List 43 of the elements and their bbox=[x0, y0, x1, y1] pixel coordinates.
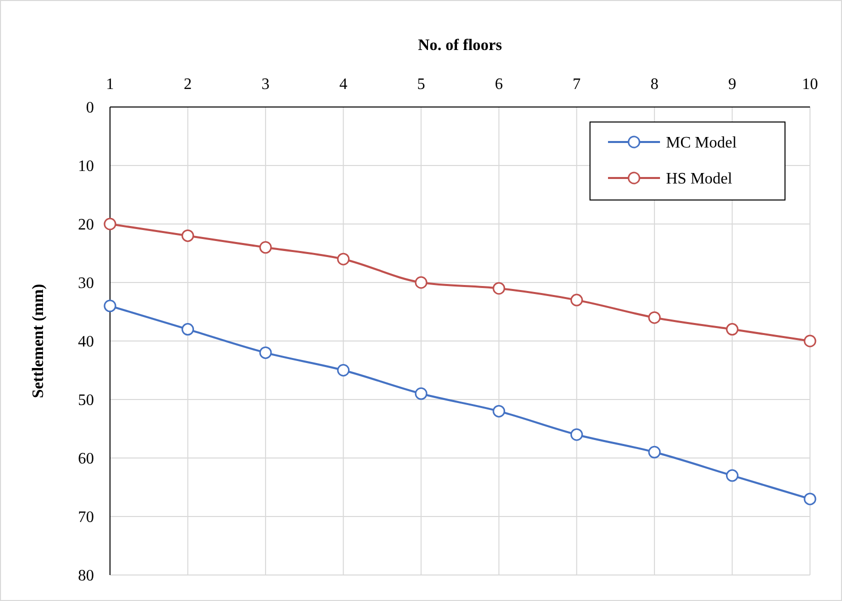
legend-label: HS Model bbox=[666, 170, 733, 188]
point bbox=[337, 252, 350, 266]
point bbox=[182, 229, 194, 242]
legend-label: MC Model bbox=[666, 134, 738, 152]
x-tick-label: 8 bbox=[650, 76, 658, 93]
x-axis-title: No. of floors bbox=[418, 37, 502, 54]
point bbox=[726, 323, 738, 336]
x-tick-label: 9 bbox=[728, 76, 736, 93]
y-tick-label: 20 bbox=[78, 216, 94, 234]
x-tick-label: 5 bbox=[417, 76, 426, 93]
y-tick-label: 0 bbox=[86, 100, 94, 117]
point bbox=[570, 428, 583, 441]
point bbox=[648, 311, 661, 324]
point bbox=[492, 282, 506, 295]
x-tick-label: 6 bbox=[494, 76, 503, 93]
point bbox=[337, 364, 350, 376]
y-tick-label: 60 bbox=[78, 450, 94, 468]
y-tick-label: 10 bbox=[78, 158, 94, 176]
y-tick-label: 50 bbox=[78, 392, 94, 410]
point bbox=[648, 446, 661, 458]
point bbox=[259, 346, 272, 359]
point bbox=[182, 323, 194, 336]
y-axis-title: Settlement (mm) bbox=[30, 284, 47, 398]
x-tick-label: 4 bbox=[339, 76, 348, 93]
x-tick-label: 10 bbox=[802, 76, 818, 93]
point bbox=[259, 241, 272, 254]
y-tick-label: 80 bbox=[78, 568, 94, 585]
point bbox=[414, 387, 428, 400]
point bbox=[804, 334, 816, 348]
y-tick-label: 30 bbox=[78, 275, 94, 292]
point bbox=[570, 294, 583, 306]
y-tick-label: 40 bbox=[78, 334, 94, 351]
point bbox=[492, 404, 506, 418]
point bbox=[104, 300, 116, 312]
x-tick-label: 7 bbox=[572, 76, 581, 93]
point bbox=[804, 492, 816, 506]
y-tick-label: 70 bbox=[78, 509, 94, 526]
x-tick-label: 2 bbox=[184, 76, 192, 93]
point bbox=[414, 276, 428, 289]
x-tick-label: 3 bbox=[262, 76, 270, 93]
point bbox=[104, 218, 116, 230]
x-tick-label: 1 bbox=[106, 76, 114, 93]
point bbox=[726, 469, 738, 482]
